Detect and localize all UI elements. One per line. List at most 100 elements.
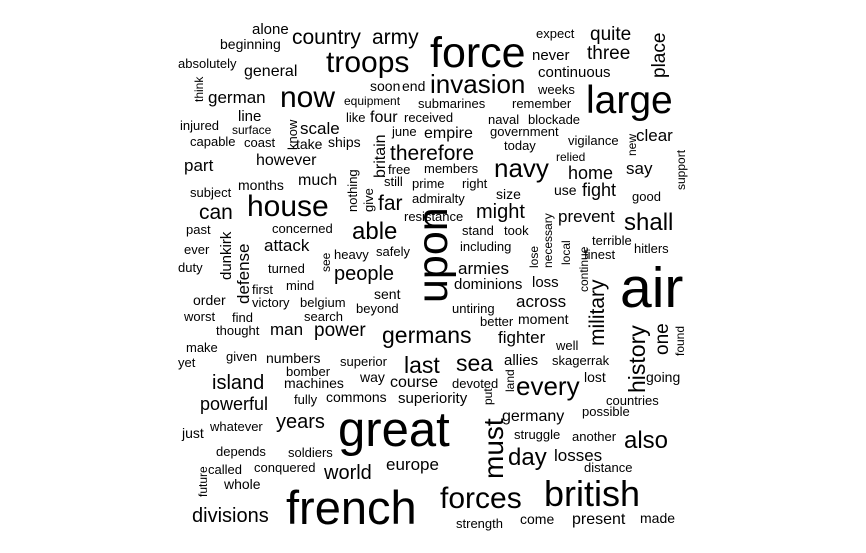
word-great: great <box>338 403 450 457</box>
word-power: power <box>314 320 366 341</box>
word-home: home <box>568 163 613 183</box>
word-mind: mind <box>286 278 314 293</box>
word-relied: relied <box>556 150 585 164</box>
word-put: put <box>481 388 495 405</box>
word-heavy: heavy <box>334 247 369 262</box>
word-coast: coast <box>244 135 275 150</box>
word-across: across <box>516 292 566 311</box>
word-devoted: devoted <box>452 376 498 391</box>
word-fully: fully <box>294 392 318 407</box>
word-took: took <box>504 223 529 238</box>
word-therefore: therefore <box>390 142 474 165</box>
word-world: world <box>323 462 372 484</box>
word-local: local <box>559 240 573 265</box>
word-concerned: concerned <box>272 221 333 236</box>
word-every: every <box>516 371 580 401</box>
word-lose: lose <box>527 246 541 268</box>
word-good: good <box>632 189 661 204</box>
word-german: german <box>208 88 266 107</box>
word-history: history <box>624 325 650 393</box>
word-never: never <box>532 47 570 64</box>
word-duty: duty <box>178 260 203 275</box>
word-first: first <box>252 282 273 297</box>
word-lost: lost <box>584 369 606 385</box>
word-equipment: equipment <box>344 94 401 108</box>
word-island: island <box>212 372 264 394</box>
word-another: another <box>572 429 617 444</box>
word-injured: injured <box>180 118 219 133</box>
word-government: government <box>490 124 559 139</box>
word-worst: worst <box>183 309 215 324</box>
word-military: military <box>586 279 609 346</box>
word-allies: allies <box>504 352 538 369</box>
word-powerful: powerful <box>200 394 268 414</box>
word-clear: clear <box>636 126 673 145</box>
word-present: present <box>572 511 626 528</box>
word-going: going <box>646 369 680 385</box>
word-victory: victory <box>252 295 290 310</box>
word-know: know <box>285 119 300 150</box>
word-future: future <box>196 466 210 497</box>
word-think: think <box>192 76 206 102</box>
word-man: man <box>270 320 303 339</box>
word-people: people <box>334 263 394 285</box>
word-air: air <box>620 256 683 320</box>
word-however: however <box>256 152 317 169</box>
word-subject: subject <box>190 185 232 200</box>
word-way: way <box>359 369 385 385</box>
word-attack: attack <box>264 236 310 255</box>
word-skagerrak: skagerrak <box>552 353 610 368</box>
word-prevent: prevent <box>558 207 615 226</box>
word-scale: scale <box>300 119 340 138</box>
word-submarines: submarines <box>418 96 486 111</box>
word-admiralty: admiralty <box>412 191 465 206</box>
word-ever: ever <box>184 242 210 257</box>
word-including: including <box>460 239 511 254</box>
word-much: much <box>298 172 337 189</box>
word-also: also <box>624 427 668 454</box>
word-received: received <box>404 110 453 125</box>
word-struggle: struggle <box>514 427 560 442</box>
word-make: make <box>186 340 218 355</box>
word-use: use <box>554 182 577 198</box>
word-armies: armies <box>458 259 509 278</box>
word-one: one <box>652 323 673 355</box>
word-stand: stand <box>462 223 494 238</box>
word-force: force <box>430 29 526 77</box>
word-last: last <box>404 352 440 378</box>
word-dominions: dominions <box>454 276 522 293</box>
word-terrible: terrible <box>592 233 632 248</box>
word-quite: quite <box>590 24 631 45</box>
word-invasion: invasion <box>430 69 525 99</box>
word-give: give <box>361 188 376 212</box>
word-thought: thought <box>216 323 260 338</box>
word-commons: commons <box>326 389 387 405</box>
word-belgium: belgium <box>300 295 346 310</box>
word-might: might <box>476 201 525 223</box>
word-house: house <box>247 190 329 223</box>
word-whatever: whatever <box>209 419 263 434</box>
word-line: line <box>238 108 261 125</box>
word-can: can <box>199 201 233 224</box>
word-bomber: bomber <box>286 364 331 379</box>
word-whole: whole <box>223 476 261 492</box>
word-untiring: untiring <box>452 301 495 316</box>
word-machines: machines <box>284 375 344 391</box>
word-today: today <box>504 138 536 153</box>
word-large: large <box>586 79 673 122</box>
word-soldiers: soldiers <box>288 445 333 460</box>
word-like: like <box>346 110 366 125</box>
word-french: french <box>286 481 417 534</box>
word-months: months <box>238 177 284 193</box>
word-losses: losses <box>554 446 602 465</box>
word-safely: safely <box>376 244 410 259</box>
word-sent: sent <box>374 286 401 302</box>
word-dunkirk: dunkirk <box>218 231 235 280</box>
word-absolutely: absolutely <box>178 56 237 71</box>
word-navy: navy <box>494 153 549 183</box>
word-three: three <box>587 43 630 64</box>
word-possible: possible <box>582 404 630 419</box>
word-depends: depends <box>216 444 266 459</box>
word-ships: ships <box>328 134 361 150</box>
word-weeks: weeks <box>537 82 575 97</box>
